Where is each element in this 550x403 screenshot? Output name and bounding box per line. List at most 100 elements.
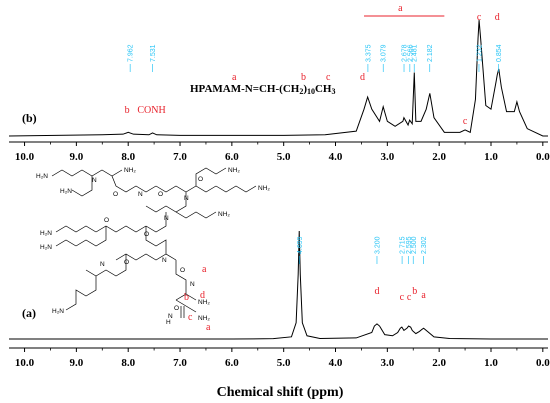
b-tick-label: 4.0 [329,151,343,163]
formula-site-b: b [301,72,306,83]
b-peak-label: 2.182 [427,44,434,62]
svg-text:O: O [158,191,163,198]
structure-letter-b: b [184,292,189,303]
b-tick-label: 6.0 [225,151,239,163]
a-peak-label: 2.500 [411,236,418,254]
b-tick-label: 8.0 [121,151,135,163]
structure-letter-c: c [188,312,193,323]
b-peak-label: 3.079 [381,44,388,62]
b-tick-label: 2.0 [432,151,446,163]
panel-b-label: (b) [22,111,37,125]
formula-site-c: c [326,72,331,83]
svg-text:O: O [174,305,179,312]
structure-letter-a-top: a [202,264,207,275]
b-peak-label: 3.375 [365,44,372,62]
svg-text:N: N [164,215,169,222]
b-peak-label: 2.481 [412,44,419,62]
structure-letter-a-bottom: a [206,322,211,333]
b-assignment-c: c [477,12,482,23]
svg-text:N: N [190,281,195,288]
svg-text:N: N [92,177,97,184]
a-peak-label: 4.699 [297,236,304,254]
svg-text:H₂N: H₂N [40,244,52,251]
svg-text:NH₂: NH₂ [218,211,230,218]
svg-text:NH₂: NH₂ [198,299,210,306]
a-tick-label: 8.0 [121,357,135,369]
svg-text:NH₂: NH₂ [258,185,270,192]
svg-text:O: O [180,267,185,274]
a-peak-label: 2.715 [400,236,407,254]
svg-text:H₂N: H₂N [36,173,48,180]
svg-text:O: O [113,191,118,198]
b-spectrum-line [8,20,548,137]
panel-a-plot: 10.0 9.0 8.0 7.0 6.0 5.0 4.0 3.0 2.0 1.0 0.0 4.699 3… [9,230,550,369]
b-peak-label: 2.678 [402,44,409,62]
svg-text:NH₂: NH₂ [124,167,136,174]
b-tick-label: 5.0 [277,151,291,163]
b-assignment-b: b [125,105,130,116]
b-peak-label: 0.854 [496,44,503,62]
svg-text:H₂N: H₂N [40,230,52,237]
b-tick-label: 0.0 [536,151,550,163]
svg-text:H: H [166,319,171,326]
svg-text:H₂N: H₂N [52,308,64,315]
svg-text:N: N [184,195,189,202]
formula-site-a: a [232,72,237,83]
a-peak-label: 3.200 [374,236,381,254]
a-assignment-c: c [407,292,412,303]
formula-site-d: d [360,72,365,83]
a-tick-label: 10.0 [15,357,35,369]
b-tick-label: 9.0 [70,151,84,163]
b-peak-label: 7.962 [128,44,135,62]
a-tick-label: 4.0 [329,357,343,369]
a-tick-label: 0.0 [536,357,550,369]
x-axis-title: Chemical shift (ppm) [217,385,344,400]
b-assignment-CONH: CONH [137,105,165,116]
a-spectrum-line [9,230,548,340]
b-tick-label: 3.0 [380,151,394,163]
svg-text:O: O [104,217,109,224]
a-assignment-b: b [412,286,417,297]
panel-b-plot: 10.0 9.0 8.0 7.0 6.0 5.0 4.0 3.0 2.0 1.0 0.0 7.962 7… [8,3,550,163]
a-tick-label: 5.0 [277,357,291,369]
a-peak-label: 2.595 [406,236,413,254]
b-tick-label: 7.0 [173,151,187,163]
svg-text:O: O [144,231,149,238]
b-assignment-a: a [398,3,403,14]
a-peak-label: 2.302 [421,236,428,254]
svg-text:N: N [138,191,143,198]
svg-text:NH₂: NH₂ [228,167,240,174]
b-peak-label: 1.232 [476,44,483,62]
svg-text:O: O [124,259,129,266]
a-tick-label: 9.0 [70,357,84,369]
a-tick-label: 3.0 [380,357,394,369]
formula-label: HPAMAM-N=CH-(CH2)10CH3 [190,83,335,96]
a-tick-label: 2.0 [432,357,446,369]
a-tick-label: 1.0 [484,357,498,369]
structure-site-letters: a d b c a [184,264,211,333]
a-assignment-c: c [400,292,405,303]
b-peak-label: 7.531 [150,44,157,62]
svg-text:N: N [168,313,173,320]
b-tick-label: 10.0 [15,151,35,163]
b-peak-label: 2.566 [407,44,414,62]
panel-b: (b) HPAMAM-N=CH-(CH2)10CH3 a b c d 10.0 9… [8,3,550,163]
svg-text:NH₂: NH₂ [198,315,210,322]
hpamam-structure-drawing [51,167,257,318]
b-tick-label: 1.0 [484,151,498,163]
svg-text:O: O [198,176,203,183]
svg-text:H₂N: H₂N [60,188,72,195]
b-assignment-c: c [463,116,468,127]
svg-text:N: N [162,257,167,264]
a-tick-label: 6.0 [225,357,239,369]
panel-a: (a) 10.0 9.0 8.0 7.0 6.0 5.0 4.0 3.0 2.0 1.0 0.0 4.… [9,167,550,369]
structure-letter-d: d [200,290,205,301]
b-assignment-d: d [495,12,500,23]
a-tick-label: 7.0 [173,357,187,369]
a-assignment-d: d [374,286,379,297]
panel-a-label: (a) [22,306,36,320]
structure-atom-labels: H₂N NH₂ N O N H₂N O NH₂ NH₂ O N NH₂ N H₂… [36,167,270,326]
svg-text:N: N [100,261,105,268]
a-assignment-a: a [421,290,426,301]
